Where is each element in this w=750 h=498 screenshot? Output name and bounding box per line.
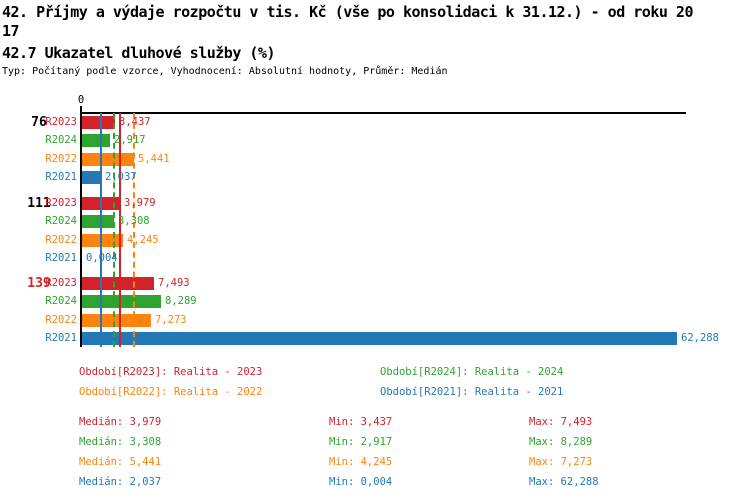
bar-value-label: 62,288 xyxy=(681,332,719,345)
bar xyxy=(82,215,114,229)
stat-min: Min: 3,437 xyxy=(329,416,393,428)
chart-meta-line: Typ: Počítaný podle vzorce, Vyhodnocení:… xyxy=(2,66,448,77)
bar xyxy=(82,171,101,185)
stat-median: Medián: 3,308 xyxy=(79,436,162,448)
series-row-label: R2024 xyxy=(45,134,77,147)
series-row-label: R2021 xyxy=(45,332,77,345)
stat-max: Max: 7,493 xyxy=(529,416,593,428)
stat-max: Max: 8,289 xyxy=(529,436,593,448)
bar-value-label: 3,308 xyxy=(118,215,150,228)
series-row-label: R2021 xyxy=(45,171,77,184)
stat-median: Medián: 5,441 xyxy=(79,456,162,468)
page-title-line2: 17 xyxy=(2,22,20,40)
series-row-label: R2023 xyxy=(45,116,77,128)
series-row-label: R2022 xyxy=(45,313,77,326)
legend-item: Období[R2024]: Realita - 2024 xyxy=(380,366,564,378)
group-label: 139 xyxy=(27,276,51,291)
bar-value-label: 0,004 xyxy=(86,252,118,265)
stat-max: Max: 62,288 xyxy=(529,476,599,488)
series-row-label: R2023 xyxy=(45,197,77,209)
stat-median: Medián: 2,037 xyxy=(79,476,162,488)
median-line xyxy=(100,113,102,347)
stat-min: Min: 2,917 xyxy=(329,436,393,448)
stat-min: Min: 0,004 xyxy=(329,476,393,488)
series-row-label: R2023 xyxy=(45,277,77,289)
bar-value-label: 2,917 xyxy=(114,134,146,147)
series-row-label: R2022 xyxy=(45,233,77,246)
bar-value-label: 4,245 xyxy=(127,233,159,246)
stat-median: Medián: 3,979 xyxy=(79,416,162,428)
series-row-label: R2021 xyxy=(45,252,77,265)
series-row-label: R2024 xyxy=(45,295,77,308)
bar xyxy=(82,295,161,309)
bar-value-label: 3,437 xyxy=(119,116,151,128)
legend-item: Období[R2021]: Realita - 2021 xyxy=(380,386,564,398)
legend-item: Období[R2023]: Realita - 2023 xyxy=(79,366,263,378)
x-axis-line xyxy=(80,112,686,114)
series-row-label: R2024 xyxy=(45,215,77,228)
stat-min: Min: 4,245 xyxy=(329,456,393,468)
legend-item: Období[R2022]: Realita - 2022 xyxy=(79,386,263,398)
bar-value-label: 5,441 xyxy=(138,152,170,165)
bar xyxy=(82,332,677,346)
median-line xyxy=(113,113,115,347)
bar xyxy=(82,152,134,166)
group-label: 76 xyxy=(31,115,47,130)
median-line xyxy=(133,113,135,347)
median-line xyxy=(119,113,121,347)
axis-zero-tick-label: 0 xyxy=(77,94,85,106)
chart-subtitle: 42.7 Ukazatel dluhové služby (%) xyxy=(2,44,275,62)
y-axis-line xyxy=(80,106,82,347)
bar-value-label: 7,493 xyxy=(158,277,190,289)
bar xyxy=(82,313,151,327)
bar-value-label: 3,979 xyxy=(124,197,156,209)
bar-value-label: 7,273 xyxy=(155,313,187,326)
bar-value-label: 2,037 xyxy=(105,171,137,184)
stat-max: Max: 7,273 xyxy=(529,456,593,468)
bar xyxy=(82,233,123,247)
bar xyxy=(82,116,115,129)
group-label: 111 xyxy=(27,196,51,211)
series-row-label: R2022 xyxy=(45,152,77,165)
page-title-line1: 42. Příjmy a výdaje rozpočtu v tis. Kč (… xyxy=(2,3,694,21)
bar-value-label: 8,289 xyxy=(165,295,197,308)
bar xyxy=(82,277,154,290)
bar xyxy=(82,134,110,148)
